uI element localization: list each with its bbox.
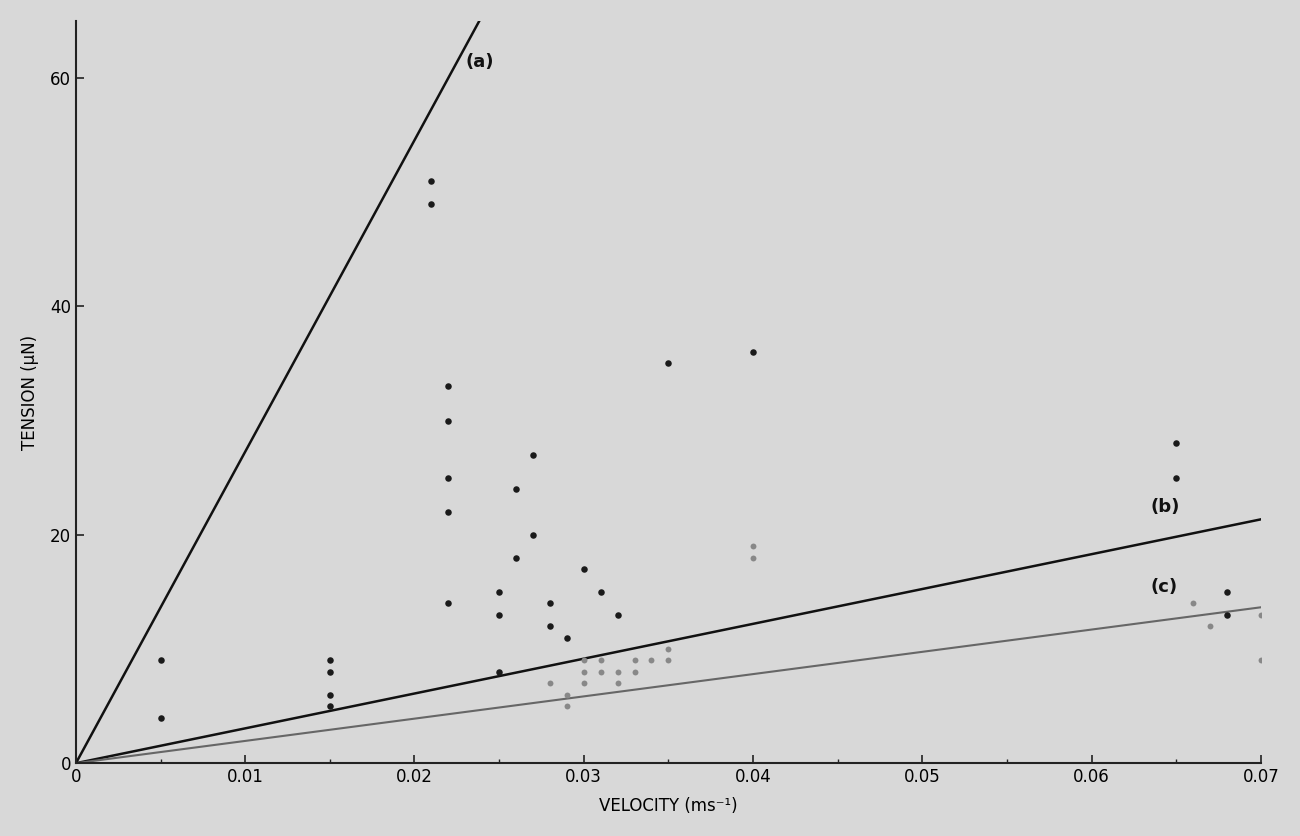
Point xyxy=(320,654,341,667)
Point xyxy=(506,482,526,496)
Point xyxy=(151,654,172,667)
Point xyxy=(556,631,577,645)
Point xyxy=(438,414,459,427)
Point xyxy=(438,597,459,610)
Point xyxy=(556,688,577,701)
Text: (b): (b) xyxy=(1150,498,1180,516)
Point xyxy=(1251,608,1271,621)
Point xyxy=(438,471,459,484)
Point xyxy=(438,505,459,518)
Point xyxy=(1251,654,1271,667)
Point xyxy=(489,608,510,621)
Point xyxy=(489,585,510,599)
Point xyxy=(607,676,628,690)
Text: (c): (c) xyxy=(1150,578,1178,596)
Point xyxy=(421,174,442,187)
Point xyxy=(540,676,560,690)
Point xyxy=(151,711,172,724)
Point xyxy=(320,665,341,679)
Point xyxy=(1166,471,1187,484)
Point xyxy=(1217,585,1238,599)
Point xyxy=(421,197,442,211)
Point xyxy=(658,642,679,655)
Point xyxy=(742,345,763,359)
Point xyxy=(607,665,628,679)
Point xyxy=(590,585,611,599)
Point xyxy=(658,654,679,667)
Point xyxy=(624,654,645,667)
Point xyxy=(658,357,679,370)
Point xyxy=(438,380,459,393)
Point xyxy=(540,597,560,610)
Point xyxy=(624,665,645,679)
Point xyxy=(1166,436,1187,450)
Point xyxy=(556,700,577,713)
Point xyxy=(320,700,341,713)
Point xyxy=(1200,619,1221,633)
Point xyxy=(320,688,341,701)
Y-axis label: TENSION (μN): TENSION (μN) xyxy=(21,334,39,450)
Text: (a): (a) xyxy=(465,53,494,70)
Point xyxy=(607,608,628,621)
Point xyxy=(1217,608,1238,621)
Point xyxy=(573,563,594,576)
Point xyxy=(742,551,763,564)
Point xyxy=(523,528,543,542)
Point xyxy=(590,665,611,679)
Point xyxy=(540,619,560,633)
Point xyxy=(573,654,594,667)
Point xyxy=(573,676,594,690)
Point xyxy=(1183,597,1204,610)
X-axis label: VELOCITY (ms⁻¹): VELOCITY (ms⁻¹) xyxy=(599,798,737,815)
Point xyxy=(641,654,662,667)
Point xyxy=(573,665,594,679)
Point xyxy=(523,448,543,461)
Point xyxy=(506,551,526,564)
Point xyxy=(742,539,763,553)
Point xyxy=(489,665,510,679)
Point xyxy=(590,654,611,667)
